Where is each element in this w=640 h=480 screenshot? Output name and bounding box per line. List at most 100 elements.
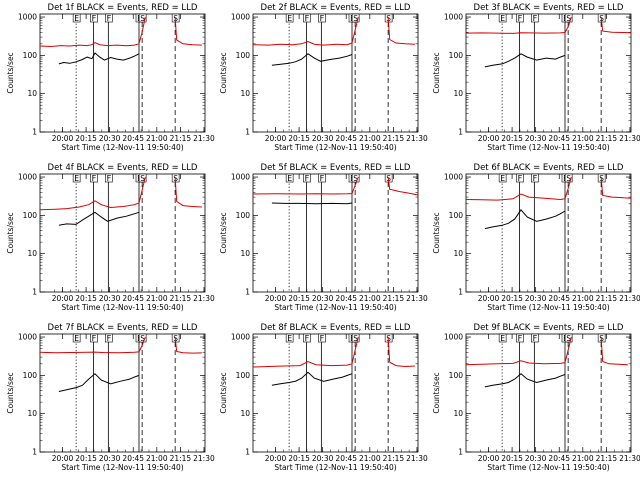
event-marker-box	[105, 333, 113, 343]
chart-title: Det 2f BLACK = Events, RED = LLD	[261, 3, 411, 13]
lld-series-line	[351, 336, 359, 364]
events-series-line	[58, 52, 140, 65]
y-tick-label: 10	[27, 89, 37, 98]
plot-frame	[465, 13, 632, 133]
lld-series-line	[564, 336, 572, 363]
x-tick-label: 20:30	[312, 134, 334, 143]
y-tick-label: 1	[32, 448, 37, 457]
y-axis-label: Counts/sec	[219, 372, 228, 413]
x-tick-label: 20:15	[501, 294, 523, 303]
y-tick-label: 10	[240, 249, 250, 258]
y-axis-label: Counts/sec	[432, 372, 441, 413]
event-marker-label: S	[353, 334, 358, 343]
event-marker-label: S	[173, 14, 178, 23]
x-tick-label: 20:15	[75, 134, 97, 143]
x-tick-label: 20:30	[525, 294, 547, 303]
event-marker-label: F	[92, 174, 97, 183]
lld-series-line	[600, 336, 628, 366]
y-tick-label: 1	[458, 288, 463, 297]
y-tick-label: 1	[245, 288, 250, 297]
events-series-line	[271, 371, 353, 386]
x-tick-label: 20:00	[478, 294, 500, 303]
chart-svg: Det 2f BLACK = Events, RED = LLD 1 10 100 10…	[219, 3, 428, 152]
event-marker-label: S	[566, 334, 571, 343]
x-axis-label: Start Time (12-Nov-11 19:50:40)	[274, 303, 396, 312]
x-tick-label: 21:15	[170, 294, 192, 303]
y-tick-label: 10	[27, 249, 37, 258]
y-tick-label: 100	[449, 211, 464, 220]
lld-series-line	[138, 16, 146, 44]
detector-panel: Det 9f BLACK = Events, RED = LLD 1 10 100 10…	[426, 320, 640, 480]
x-tick-label: 20:15	[75, 454, 97, 463]
x-tick-label: 21:30	[619, 134, 640, 143]
y-tick-label: 1	[245, 128, 250, 137]
lld-series-line	[39, 351, 140, 354]
chart-title: Det 8f BLACK = Events, RED = LLD	[261, 323, 411, 333]
y-tick-label: 10	[453, 89, 463, 98]
x-tick-label: 20:45	[548, 134, 570, 143]
x-tick-label: 20:45	[335, 454, 357, 463]
event-marker-label: E	[74, 14, 79, 23]
event-marker-box	[351, 333, 360, 343]
y-tick-label: 100	[23, 371, 38, 380]
plot-frame	[39, 13, 206, 133]
event-marker-label: F	[532, 174, 537, 183]
y-tick-label: 100	[236, 211, 251, 220]
chart-svg: Det 7f BLACK = Events, RED = LLD 1 10 100 10…	[6, 323, 215, 472]
x-tick-label: 20:15	[288, 454, 310, 463]
plot-frame	[252, 13, 419, 133]
event-marker-box	[318, 13, 326, 23]
events-series-line	[58, 211, 140, 226]
lld-series-line	[387, 16, 415, 45]
x-tick-label: 21:30	[193, 454, 215, 463]
y-tick-label: 100	[236, 51, 251, 60]
chart-svg: Det 8f BLACK = Events, RED = LLD 1 10 100 10…	[219, 323, 428, 472]
event-marker-label: S	[353, 174, 358, 183]
event-marker-label: S	[566, 174, 571, 183]
chart-svg: Det 9f BLACK = Events, RED = LLD 1 10 100 10…	[432, 323, 640, 472]
event-marker-label: F	[305, 174, 310, 183]
lld-series-line	[174, 16, 202, 46]
y-tick-label: 1000	[18, 333, 37, 342]
event-marker-label: F	[532, 14, 537, 23]
event-marker-box	[303, 13, 311, 23]
event-marker-box	[516, 13, 524, 23]
event-marker-label: F	[305, 334, 310, 343]
event-marker-label: S	[140, 334, 145, 343]
event-marker-box	[498, 173, 507, 183]
event-marker-box	[516, 333, 524, 343]
event-marker-label: S	[386, 334, 391, 343]
x-tick-label: 21:00	[572, 294, 594, 303]
chart-svg: Det 6f BLACK = Events, RED = LLD 1 10 100 10…	[432, 163, 640, 312]
x-tick-label: 21:00	[572, 134, 594, 143]
event-marker-box	[351, 173, 360, 183]
event-marker-label: E	[287, 174, 292, 183]
x-tick-label: 21:30	[193, 134, 215, 143]
plot-frame	[252, 173, 419, 293]
event-marker-label: F	[106, 334, 111, 343]
lld-series-line	[39, 200, 140, 211]
y-tick-label: 100	[23, 51, 38, 60]
chart-title: Det 3f BLACK = Events, RED = LLD	[474, 3, 624, 13]
event-marker-box	[318, 333, 326, 343]
y-tick-label: 1000	[444, 173, 463, 182]
x-tick-label: 21:15	[170, 134, 192, 143]
x-axis-label: Start Time (12-Nov-11 19:50:40)	[61, 303, 183, 312]
event-marker-label: F	[518, 14, 523, 23]
chart-title: Det 4f BLACK = Events, RED = LLD	[48, 163, 198, 173]
event-marker-box	[564, 333, 573, 343]
x-tick-label: 20:45	[548, 454, 570, 463]
lld-series-line	[174, 176, 202, 208]
lld-series-line	[387, 176, 419, 196]
x-axis-label: Start Time (12-Nov-11 19:50:40)	[274, 143, 396, 152]
event-marker-label: S	[353, 14, 358, 23]
x-axis-label: Start Time (12-Nov-11 19:50:40)	[61, 143, 183, 152]
event-marker-box	[105, 173, 113, 183]
x-tick-label: 20:00	[52, 134, 74, 143]
x-tick-label: 20:15	[75, 294, 97, 303]
x-axis-label: Start Time (12-Nov-11 19:50:40)	[61, 463, 183, 472]
event-marker-label: F	[518, 334, 523, 343]
event-marker-label: S	[599, 334, 604, 343]
y-axis-label: Counts/sec	[6, 212, 15, 253]
y-tick-label: 10	[240, 89, 250, 98]
